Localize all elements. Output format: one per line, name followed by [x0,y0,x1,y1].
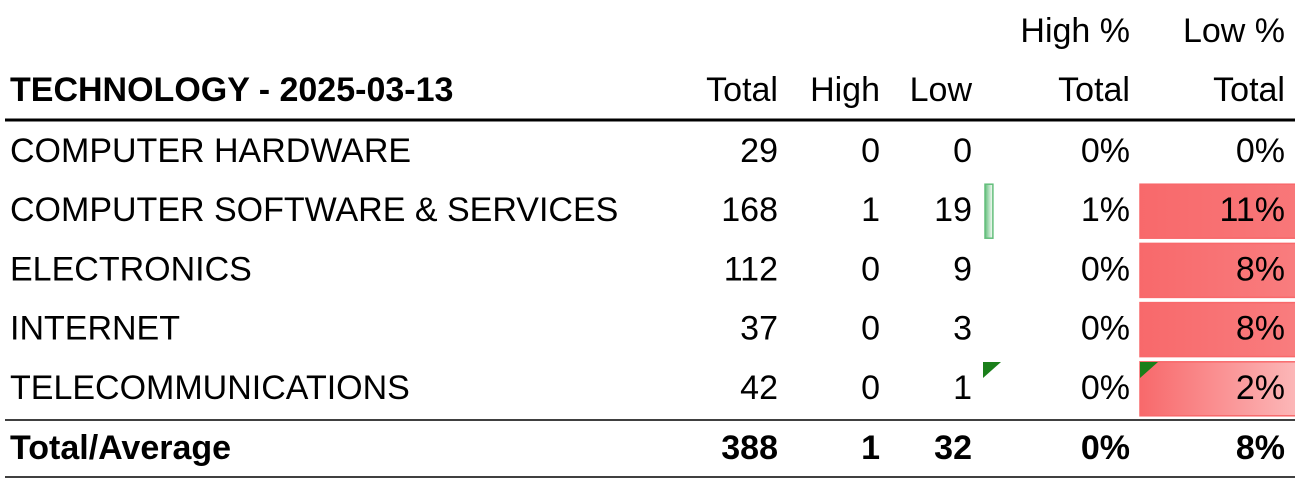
cell: 0 [953,132,972,170]
row-label: COMPUTER SOFTWARE & SERVICES [10,191,618,229]
row-label: INTERNET [10,310,180,348]
cell: 0 [861,369,880,407]
column-header: High % [1020,12,1130,50]
cell: 0% [1236,132,1285,170]
data-bar [1139,301,1295,358]
cell: 0% [1081,369,1130,407]
column-header: Total [1213,71,1285,109]
cell: 8% [1236,310,1285,348]
data-bar [1139,361,1295,417]
total-cell: 32 [934,429,972,467]
column-header: High [810,71,880,109]
cell: 3 [953,310,972,348]
column-header: Low [910,71,973,109]
row-label: ELECTRONICS [10,250,252,288]
data-bar [1139,242,1295,299]
cell: 0 [861,250,880,288]
cell-indicator [983,362,1001,378]
cell: 1% [1081,191,1130,229]
cell: 0% [1081,250,1130,288]
cell: 112 [724,250,778,288]
cell: 2% [1236,369,1285,407]
cell: 37 [740,310,778,348]
cell: 1 [861,191,880,229]
cell: 19 [934,191,972,229]
cell: 42 [740,369,778,407]
cell: 168 [721,191,778,229]
cell: 29 [740,132,778,170]
cell: 0 [861,310,880,348]
cell: 9 [953,250,972,288]
cell-indicator [1140,362,1158,378]
data-bar [984,183,994,239]
row-label: COMPUTER HARDWARE [10,132,411,170]
total-label: Total/Average [10,429,231,467]
cell: 1 [953,369,972,407]
table-title: TECHNOLOGY - 2025-03-13 [10,71,453,109]
total-cell: 8% [1236,429,1285,467]
cell: 0 [861,132,880,170]
cell: 0% [1081,310,1130,348]
data-bar [1139,183,1295,239]
total-cell: 388 [721,429,778,467]
cell: 0% [1081,132,1130,170]
cell: 11% [1219,191,1285,229]
column-header: Low % [1183,12,1285,50]
total-cell: 1 [861,429,880,467]
column-header: Total [706,71,778,109]
column-header: Total [1058,71,1130,109]
cell: 8% [1236,250,1285,288]
row-label: TELECOMMUNICATIONS [10,369,410,407]
total-cell: 0% [1081,429,1130,467]
